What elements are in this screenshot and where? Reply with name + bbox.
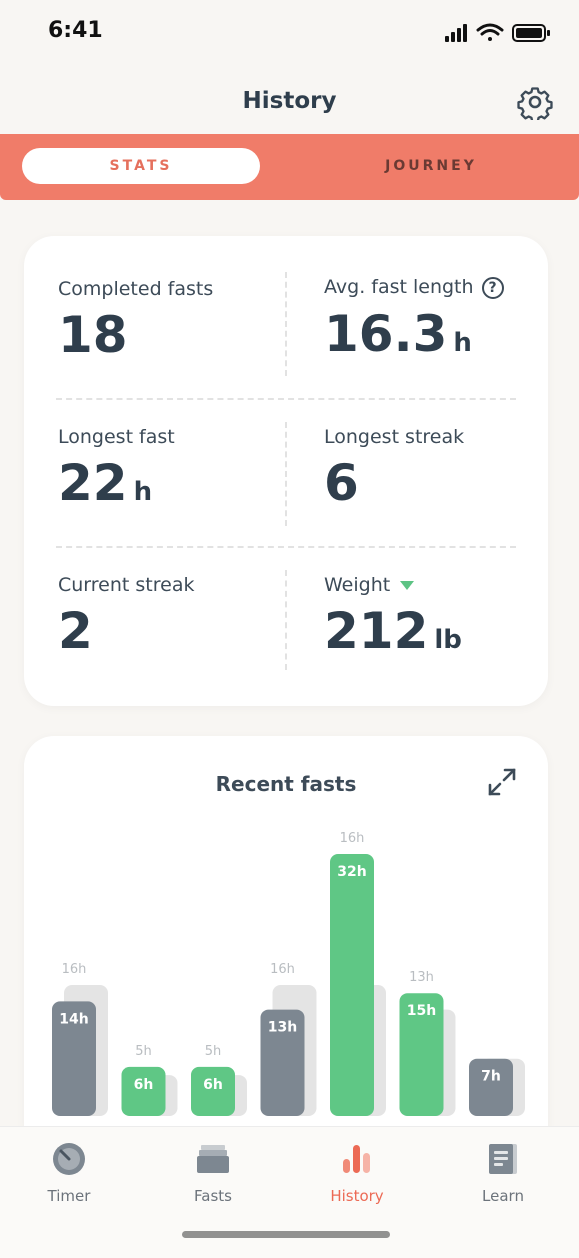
bottom-nav: Timer Fasts History Learn [0,1126,579,1258]
stat-label: Completed fasts [58,278,214,300]
bar-value-label: 13h [268,1020,297,1036]
stat-value: 6 [324,454,359,512]
stat-value: 2 [58,602,93,660]
fast-bar[interactable] [469,1058,513,1116]
stat-current-streak: Current streak 2 [58,574,194,660]
gear-icon [517,87,553,123]
goal-value-label: 5h [205,1044,222,1059]
divider [285,422,287,526]
stat-label: Longest streak [324,426,465,448]
fasts-icon [197,1145,229,1173]
bar-value-label: 14h [59,1011,88,1027]
stat-label: Longest fast [58,426,175,448]
goal-value-label: 5h [135,1044,152,1059]
status-time: 6:41 [48,18,103,43]
bar-value-label: 6h [134,1077,154,1093]
stat-value: 212 lb [324,602,462,660]
stat-unit: h [453,327,472,358]
stat-avg-fast-length: Avg. fast length? 16.3 h [324,276,504,363]
chart-title: Recent fasts [215,772,357,796]
wifi-icon [476,23,504,41]
stat-value: 18 [58,306,128,364]
help-icon[interactable]: ? [481,276,504,299]
settings-button[interactable] [517,84,553,123]
segmented-tabs: STATS JOURNEY [0,134,579,200]
header: History [0,72,579,132]
home-indicator [182,1231,390,1238]
history-icon [343,1145,370,1173]
fast-bar[interactable] [52,1001,96,1116]
nav-item-learn[interactable]: Learn [448,1141,558,1205]
goal-value-label: 13h [409,970,434,985]
bar-value-label: 7h [481,1069,501,1085]
stat-value: 22 h [58,454,153,512]
bar-value-label: 6h [203,1077,223,1093]
goal-value-label: 16h [340,831,365,846]
expand-button[interactable] [486,766,518,798]
tab-journey[interactable]: JOURNEY [385,158,477,174]
stat-unit: h [133,477,153,507]
timer-icon [53,1143,85,1175]
stat-label: Avg. fast length? [324,276,504,299]
divider [56,398,516,400]
nav-label: Learn [482,1187,524,1205]
bar-value-label: 15h [407,1003,436,1019]
learn-icon [489,1144,517,1174]
stats-card: Completed fasts 18 Avg. fast length? 16.… [24,236,548,706]
divider [56,546,516,548]
battery-icon [512,24,550,42]
fast-bar[interactable] [121,1066,166,1116]
recent-fasts-card[interactable]: Recent fasts 14h 16h 6h 5h 6h 5h 13h 16h 32h 16h 1… [24,736,548,1156]
divider [285,570,287,670]
nav-label: History [330,1187,384,1205]
divider [285,272,287,376]
nav-item-history[interactable]: History [302,1141,412,1205]
nav-item-fasts[interactable]: Fasts [158,1141,268,1205]
goal-value-label: 16h [62,962,87,977]
stat-weight: Weight 212 lb [324,574,462,660]
stat-unit: lb [434,625,462,655]
trend-down-icon [400,581,415,590]
stat-longest-streak: Longest streak 6 [324,426,464,512]
status-bar: 6:41 [0,0,579,64]
nav-label: Timer [47,1187,91,1205]
stat-label: Weight [324,574,462,596]
tab-stats[interactable]: STATS [22,148,260,184]
fast-bar[interactable] [330,854,374,1116]
fast-bar[interactable] [260,1009,305,1116]
stat-longest-fast: Longest fast 22 h [58,426,175,512]
bar-value-label: 32h [337,864,366,880]
fast-bar[interactable] [399,993,444,1116]
page-title: History [242,88,337,114]
nav-label: Fasts [194,1187,232,1205]
goal-value-label: 16h [270,962,295,977]
fast-bar[interactable] [191,1066,235,1116]
expand-icon [488,768,516,796]
nav-item-timer[interactable]: Timer [14,1141,124,1205]
recent-fasts-chart: 14h 16h 6h 5h 6h 5h 13h 16h 32h 16h 15h 13h 7h [52,831,525,1116]
stat-label: Current streak [58,574,195,596]
stat-completed-fasts: Completed fasts 18 [58,278,213,364]
status-icons [445,22,553,48]
stat-value: 16.3 h [324,304,472,363]
signal-icon [445,24,467,42]
